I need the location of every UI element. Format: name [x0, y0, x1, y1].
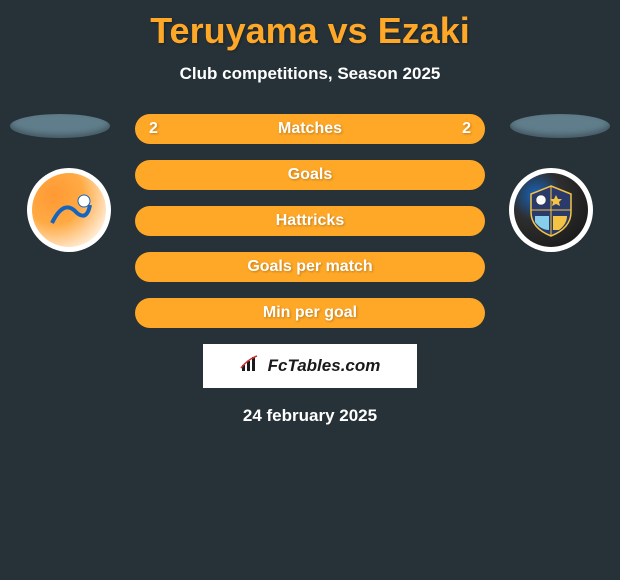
- bar-chart-icon: [240, 355, 262, 378]
- date-text: 24 february 2025: [0, 406, 620, 426]
- stat-label: Min per goal: [263, 304, 357, 322]
- stat-row-min-per-goal: Min per goal: [135, 298, 485, 328]
- crest-icon: [521, 180, 581, 240]
- stat-row-goals-per-match: Goals per match: [135, 252, 485, 282]
- stat-label: Hattricks: [276, 212, 344, 230]
- stat-label: Matches: [278, 120, 342, 138]
- comparison-area: 2 Matches 2 Goals Hattricks Goals per ma…: [0, 114, 620, 426]
- stat-row-goals: Goals: [135, 160, 485, 190]
- subtitle: Club competitions, Season 2025: [0, 64, 620, 84]
- stat-bars: 2 Matches 2 Goals Hattricks Goals per ma…: [135, 114, 485, 328]
- team-badge-left: [27, 168, 111, 252]
- branding-label: FcTables.com: [268, 356, 381, 376]
- stat-right-value: 2: [462, 120, 471, 138]
- team-badge-right: [509, 168, 593, 252]
- branding-box[interactable]: FcTables.com: [203, 344, 417, 388]
- stat-left-value: 2: [149, 120, 158, 138]
- stat-label: Goals per match: [247, 258, 372, 276]
- stat-label: Goals: [288, 166, 332, 184]
- player-marker-right: [510, 114, 610, 138]
- crest-icon: [42, 183, 96, 237]
- team-crest-left: [32, 173, 106, 247]
- player-marker-left: [10, 114, 110, 138]
- page-title: Teruyama vs Ezaki: [0, 0, 620, 52]
- stat-row-matches: 2 Matches 2: [135, 114, 485, 144]
- stat-row-hattricks: Hattricks: [135, 206, 485, 236]
- team-crest-right: [514, 173, 588, 247]
